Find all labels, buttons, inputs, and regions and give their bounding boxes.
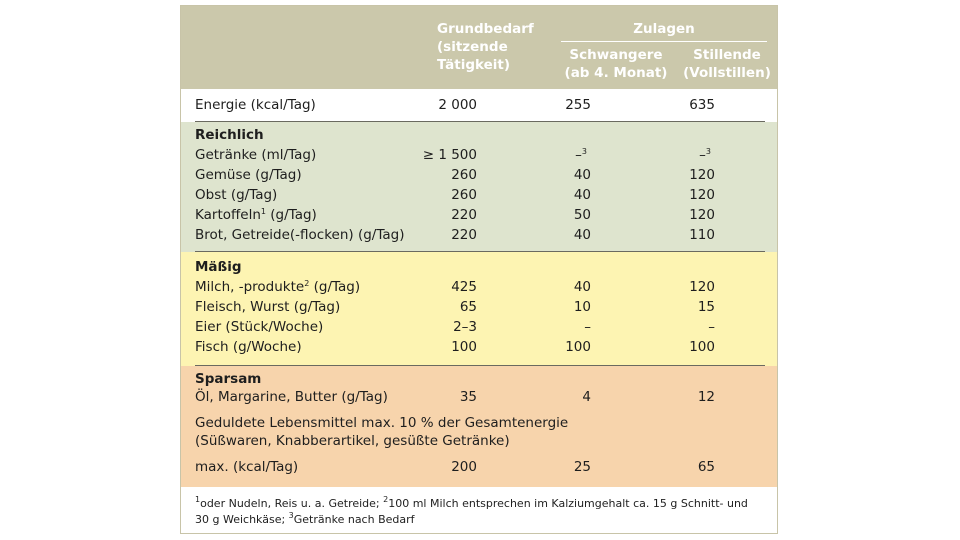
footnote-mark: 3 [705,147,711,156]
row-stillende: 110 [689,227,715,243]
col-schwangere-header-line1: Schwangere [569,47,663,63]
reichlich-band [181,122,777,252]
row-label: Kartoffeln1 (g/Tag) [195,207,317,223]
footnote-band [181,487,777,533]
massig-bottom-rule [195,365,765,366]
row-label: Obst (g/Tag) [195,187,278,203]
row-label: Gemüse (g/Tag) [195,167,302,183]
row-grundbedarf: 425 [451,279,477,295]
reichlich-bottom-rule [195,251,765,252]
row-schwangere: 10 [573,299,591,315]
row-stillende: 120 [689,207,715,223]
row-stillende: 65 [697,459,715,475]
massig-band [181,252,777,366]
row-grundbedarf: 200 [451,459,477,475]
row-schwangere: 40 [573,187,591,203]
row-label: Brot, Getreide(-flocken) (g/Tag) [195,227,405,243]
row-schwangere: 100 [565,339,591,355]
row-grundbedarf: 260 [451,187,477,203]
energy-stillende: 635 [689,97,715,113]
energy-schwangere: 255 [565,97,591,113]
zulagen-header-rule [561,41,767,42]
row-label: Fisch (g/Woche) [195,339,302,355]
row-stillende: 120 [689,279,715,295]
row-schwangere: 25 [573,459,591,475]
row-label: Eier (Stück/Woche) [195,319,324,335]
row-stillende: 120 [689,187,715,203]
row-label: max. (kcal/Tag) [195,459,299,475]
row-grundbedarf: ≥ 1 500 [422,147,477,163]
row-schwangere: 40 [573,227,591,243]
row-grundbedarf: 260 [451,167,477,183]
row-schwangere: –3 [575,147,587,163]
row-stillende: – [708,319,715,335]
col-stillende-header-line2: (Vollstillen) [683,65,771,81]
energy-band [181,89,777,122]
col-schwangere-header-line2: (ab 4. Monat) [564,65,668,81]
tolerated-foods-line1: Geduldete Lebensmittel max. 10 % der Ges… [195,415,569,431]
row-stillende: 15 [697,299,715,315]
row-grundbedarf: 220 [451,227,477,243]
row-grundbedarf: 100 [451,339,477,355]
row-stillende: 12 [697,389,715,405]
table-header-band [181,6,777,89]
row-grundbedarf: 220 [451,207,477,223]
row-schwangere: – [584,319,591,335]
footnote-mark: 2 [304,279,310,288]
sparsam-band [181,366,777,487]
row-label: Fleisch, Wurst (g/Tag) [195,299,341,315]
row-grundbedarf: 35 [459,389,477,405]
row-schwangere: 4 [582,389,591,405]
sparsam-title: Sparsam [195,371,262,387]
tolerated-foods-line2: (Süßwaren, Knabberartikel, gesüßte Geträ… [195,433,510,449]
row-grundbedarf: 65 [459,299,477,315]
massig-title: Mäßig [195,259,242,275]
energy-grundbedarf: 2 000 [438,97,477,113]
reichlich-title: Reichlich [195,127,264,143]
zulagen-group-header: Zulagen [633,21,695,37]
footnote-mark: 1 [260,207,266,216]
row-label: Öl, Margarine, Butter (g/Tag) [195,389,388,405]
footnote-line1: 1oder Nudeln, Reis u. a. Getreide; 2100 … [195,495,748,511]
footnote-mark: 3 [581,147,587,156]
col-grundbedarf-header-line3: Tätigkeit) [437,57,511,73]
row-label: Milch, -produkte2 (g/Tag) [195,279,361,295]
col-grundbedarf-header-line2: (sitzende [437,39,508,55]
row-schwangere: 40 [573,167,591,183]
row-stillende: 120 [689,167,715,183]
row-schwangere: 40 [573,279,591,295]
col-stillende-header-line1: Stillende [693,47,761,63]
row-schwangere: 50 [573,207,591,223]
col-grundbedarf-header-line1: Grundbedarf [437,21,534,37]
nutrition-table: Grundbedarf (sitzende Tätigkeit) Zulagen… [180,5,778,534]
energy-bottom-rule [195,121,765,122]
row-label: Getränke (ml/Tag) [195,147,317,163]
row-stillende: –3 [699,147,711,163]
row-grundbedarf: 2–3 [453,319,477,335]
footnote-line2: 30 g Weichkäse; 3Getränke nach Bedarf [195,511,415,527]
energy-label: Energie (kcal/Tag) [195,97,316,113]
row-stillende: 100 [689,339,715,355]
